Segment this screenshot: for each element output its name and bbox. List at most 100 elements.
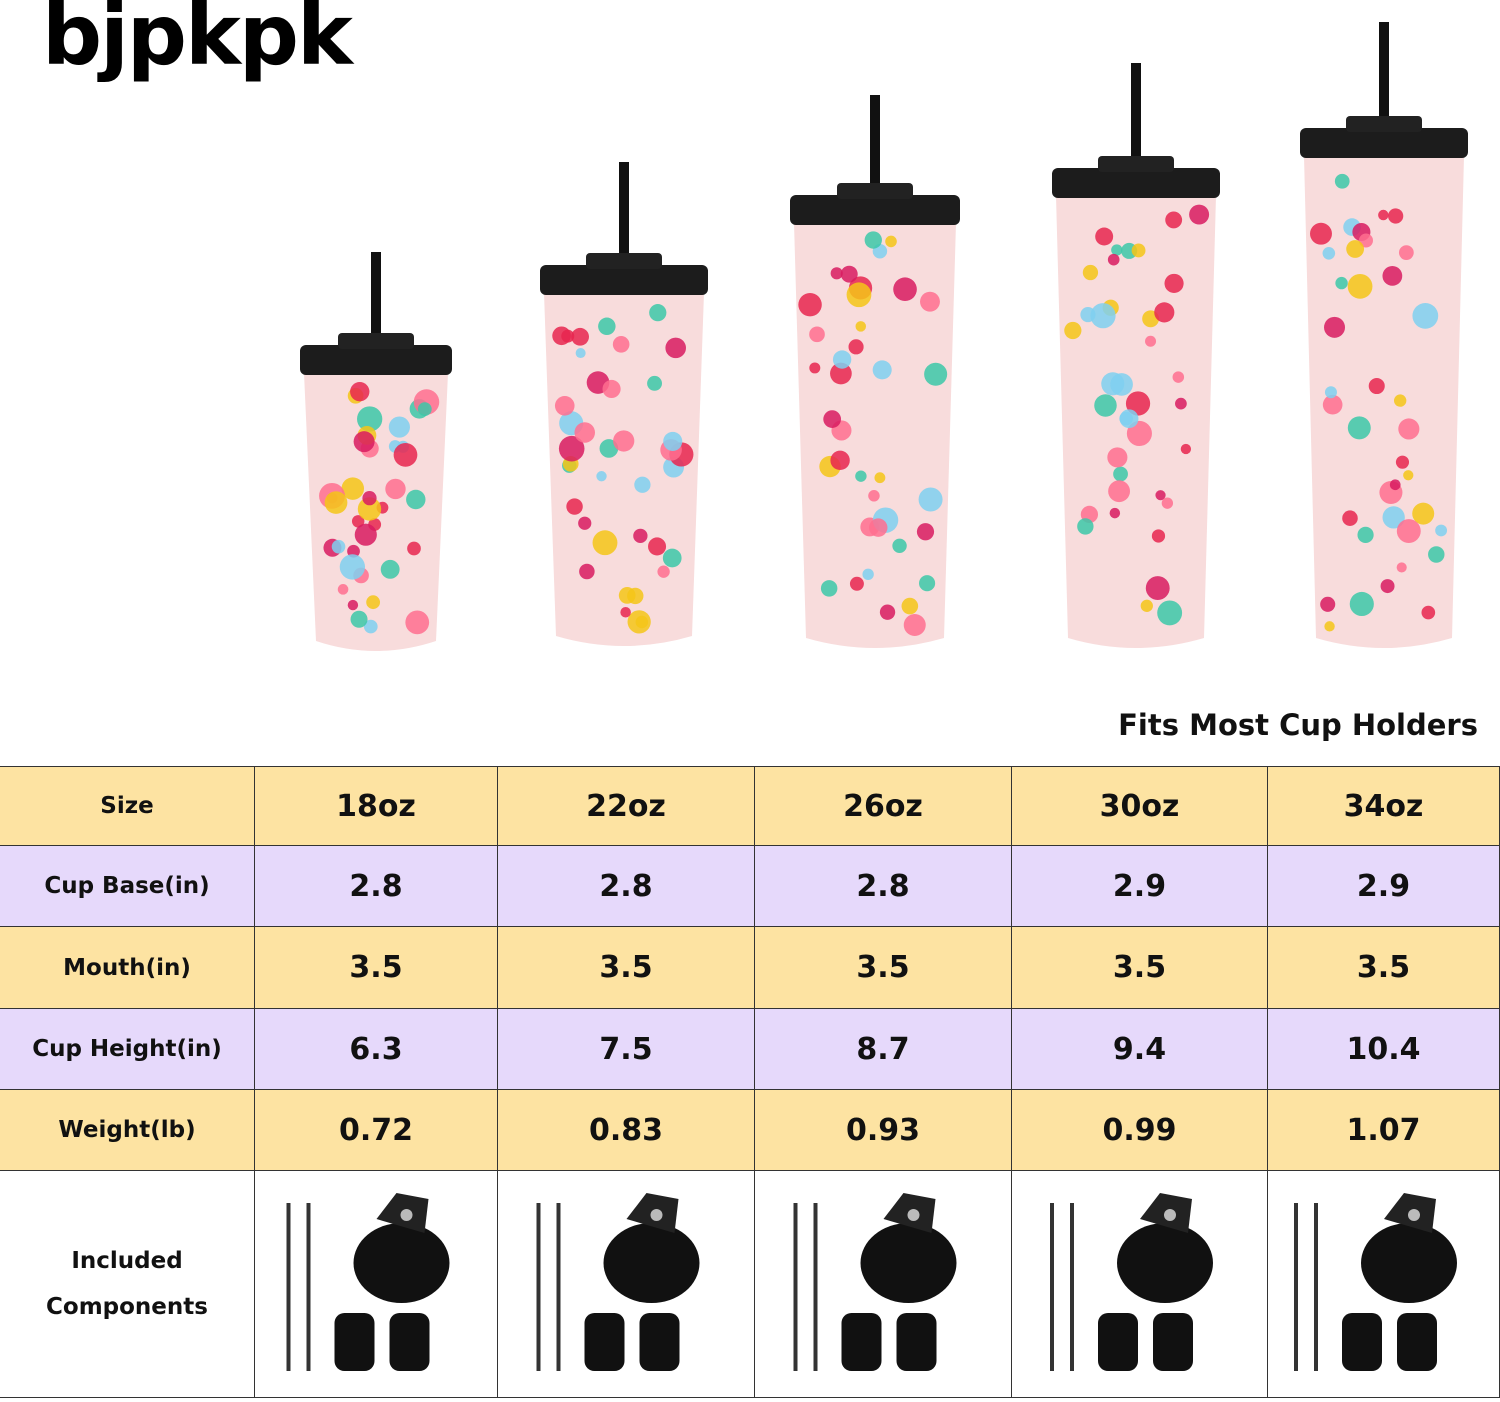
table-cell: 3.5 bbox=[1268, 927, 1500, 1009]
pattern-dot bbox=[1349, 591, 1374, 617]
table-cell: 10.4 bbox=[1268, 1009, 1500, 1090]
components-image bbox=[1050, 1192, 1213, 1371]
pattern-dot bbox=[1077, 518, 1094, 535]
lid bbox=[1361, 1222, 1457, 1303]
pattern-dot bbox=[798, 292, 822, 317]
pattern-dot bbox=[1368, 378, 1385, 395]
pattern-dot bbox=[893, 277, 917, 302]
pattern-dot bbox=[347, 599, 359, 611]
pattern-dot bbox=[872, 360, 892, 380]
pattern-dot bbox=[634, 476, 651, 493]
pattern-dot bbox=[574, 422, 595, 443]
pattern-dot bbox=[1382, 506, 1405, 529]
row-label: Cup Height(in) bbox=[0, 1009, 255, 1090]
pattern-dot bbox=[566, 498, 583, 515]
pattern-dot bbox=[1154, 302, 1175, 323]
pattern-dot bbox=[1322, 246, 1336, 260]
tumbler-illustration bbox=[300, 22, 1468, 651]
table-cell: 2.9 bbox=[1268, 846, 1500, 927]
pattern-dot bbox=[339, 554, 366, 580]
lid bbox=[1052, 168, 1220, 198]
pattern-dot bbox=[823, 410, 842, 428]
pattern-dot bbox=[903, 613, 926, 636]
pattern-dot bbox=[1380, 579, 1395, 594]
pattern-dot bbox=[1435, 524, 1448, 537]
caption: Fits Most Cup Holders bbox=[1118, 708, 1478, 742]
pattern-dot bbox=[919, 575, 936, 592]
pattern-dot bbox=[1126, 420, 1152, 447]
table-cell: 3.5 bbox=[498, 927, 755, 1009]
tumbler-body bbox=[794, 223, 956, 648]
pattern-dot bbox=[1335, 276, 1348, 290]
lid-button bbox=[400, 1208, 413, 1221]
pattern-dot bbox=[417, 402, 432, 417]
lid-button bbox=[1408, 1208, 1420, 1221]
pattern-dot bbox=[846, 282, 872, 308]
pattern-dot bbox=[1421, 605, 1436, 620]
pattern-dot bbox=[1108, 480, 1131, 503]
lid-button bbox=[1164, 1208, 1176, 1221]
table-cell: 18oz bbox=[255, 766, 498, 846]
table-cell: 0.93 bbox=[755, 1090, 1012, 1171]
plug bbox=[1342, 1312, 1382, 1371]
pattern-dot bbox=[901, 597, 919, 615]
lid bbox=[300, 345, 452, 375]
pattern-dot bbox=[350, 610, 368, 628]
pattern-dot bbox=[820, 580, 838, 597]
pattern-dot bbox=[862, 568, 874, 581]
pattern-dot bbox=[1342, 510, 1358, 526]
pattern-dot bbox=[879, 604, 896, 620]
pattern-dot bbox=[341, 477, 365, 500]
tumbler bbox=[1052, 63, 1220, 648]
lid bbox=[603, 1222, 700, 1303]
pattern-dot bbox=[1428, 546, 1445, 563]
table-cell: 26oz bbox=[755, 766, 1012, 846]
pattern-dot bbox=[602, 379, 621, 399]
pattern-dot bbox=[612, 336, 630, 353]
pattern-dot bbox=[1346, 240, 1365, 258]
lid-top bbox=[837, 183, 913, 199]
brand-logo: bjpkpk bbox=[42, 0, 353, 84]
pattern-dot bbox=[647, 375, 662, 391]
plug bbox=[841, 1312, 882, 1371]
table-cell: 0.83 bbox=[498, 1090, 755, 1171]
pattern-dot bbox=[849, 576, 864, 591]
pattern-dot bbox=[1382, 266, 1403, 286]
tumbler bbox=[1300, 22, 1468, 648]
pattern-dot bbox=[809, 362, 821, 374]
pattern-dot bbox=[337, 584, 349, 595]
pattern-dot bbox=[363, 619, 378, 634]
pattern-dot bbox=[1324, 316, 1346, 338]
row-label: Included Components bbox=[0, 1171, 255, 1398]
pattern-dot bbox=[571, 327, 589, 346]
components-image bbox=[286, 1192, 450, 1371]
lid-top bbox=[1098, 156, 1174, 172]
pattern-dot bbox=[855, 321, 867, 332]
pattern-dot bbox=[1347, 273, 1373, 299]
table-cell: 2.9 bbox=[1012, 846, 1268, 927]
pattern-dot bbox=[1090, 303, 1116, 329]
pattern-dot bbox=[885, 235, 897, 248]
pattern-dot bbox=[1094, 394, 1117, 417]
pattern-dot bbox=[1378, 209, 1389, 221]
table-cell: 7.5 bbox=[498, 1009, 755, 1090]
plug bbox=[896, 1312, 937, 1371]
pattern-dot bbox=[1324, 386, 1337, 399]
lid bbox=[1117, 1222, 1213, 1303]
pattern-dot bbox=[380, 559, 400, 579]
pattern-dot bbox=[1395, 455, 1410, 469]
tumbler bbox=[540, 162, 708, 646]
pattern-dot bbox=[1151, 529, 1166, 543]
lid bbox=[540, 265, 708, 295]
components-cell bbox=[755, 1171, 1012, 1398]
pattern-dot bbox=[864, 231, 882, 249]
pattern-dot bbox=[366, 595, 381, 610]
table-cell: 1.07 bbox=[1268, 1090, 1500, 1171]
pattern-dot bbox=[1396, 519, 1421, 544]
row-label: Cup Base(in) bbox=[0, 846, 255, 927]
pattern-dot bbox=[1161, 497, 1174, 509]
lid bbox=[790, 195, 960, 225]
pattern-dot bbox=[347, 544, 360, 558]
lid bbox=[860, 1222, 957, 1303]
